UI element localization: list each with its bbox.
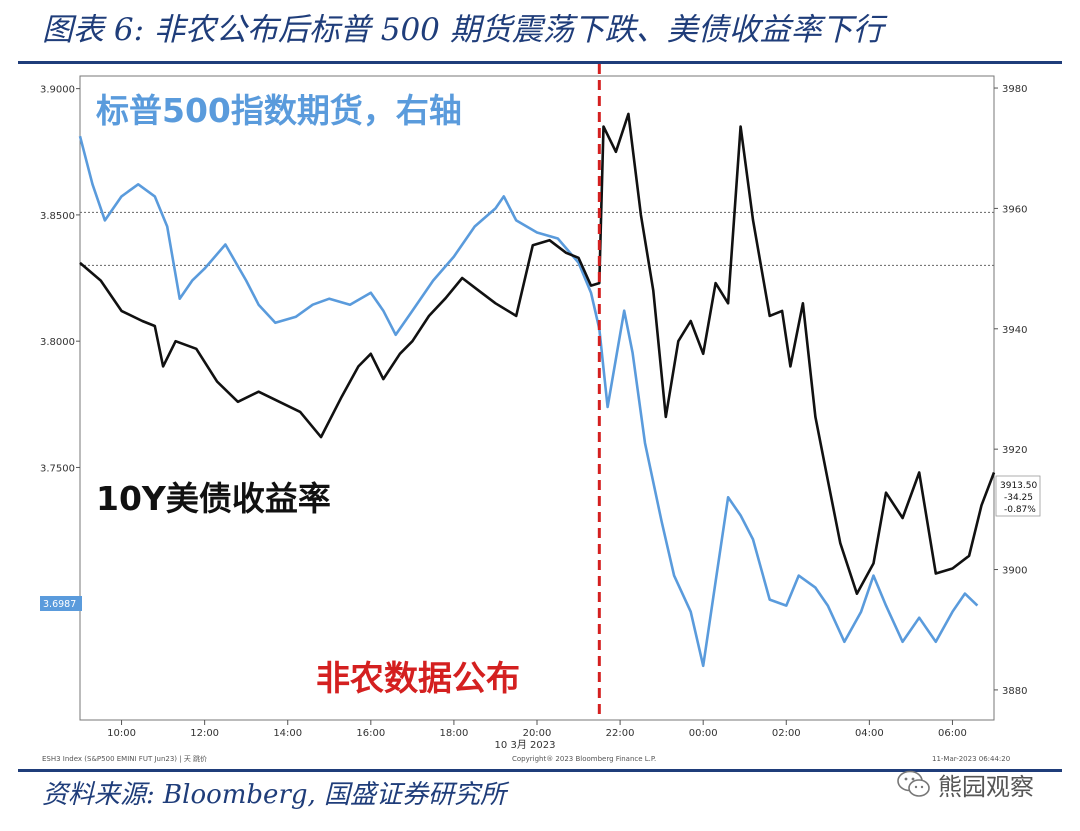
left-last-value-badge <box>40 596 82 611</box>
title-rule <box>18 61 1062 64</box>
wechat-icon <box>897 770 930 797</box>
event-label: 非农数据公布 <box>316 659 520 699</box>
source-rule <box>18 769 1062 772</box>
figure-title: 图表 6: 非农公布后标普 500 期货震荡下跌、美债收益率下行 <box>42 12 884 48</box>
x-tick-label: 00:00 <box>689 728 718 739</box>
right-last-value-badge <box>995 475 1041 517</box>
yield-series-line <box>79 112 996 596</box>
right-last-price: 3913.50 <box>1000 481 1037 491</box>
left-tick-label: 3.9000 <box>40 85 75 96</box>
source-note: 资料来源: Bloomberg, 国盛证券研究所 <box>42 780 507 810</box>
watermark: 熊园观察 <box>896 764 1034 804</box>
right-axis: 3980 3960 3940 3920 3900 3880 <box>994 84 1027 697</box>
x-tick-label: 20:00 <box>523 728 552 739</box>
left-last-value: 3.6987 <box>43 599 76 610</box>
x-axis: 10:00 12:00 14:00 16:00 18:00 20:00 22:00 00:00… <box>107 720 967 751</box>
x-tick-label: 10:00 <box>107 728 136 739</box>
right-tick-label: 3980 <box>1002 84 1027 95</box>
x-tick-label: 14:00 <box>273 728 302 739</box>
right-tick-label: 3880 <box>1002 686 1027 697</box>
reference-lines <box>80 211 994 266</box>
bloomberg-chart: 3.9000 3.8500 3.8000 3.7500 3980 3960 3940 392… <box>40 64 1041 763</box>
left-tick-label: 3.7500 <box>40 463 75 474</box>
plot-frame <box>79 75 995 721</box>
right-tick-label: 3960 <box>1002 204 1027 215</box>
x-tick-label: 12:00 <box>190 728 219 739</box>
footer-center: Copyright® 2023 Bloomberg Finance L.P. <box>512 755 656 763</box>
x-tick-label: 18:00 <box>439 728 468 739</box>
x-tick-label: 02:00 <box>772 728 801 739</box>
right-tick-label: 3900 <box>1002 566 1027 577</box>
series-layer <box>78 112 996 668</box>
left-axis: 3.9000 3.8500 3.8000 3.7500 <box>40 85 80 474</box>
spx-series-line <box>78 135 979 668</box>
right-last-pct: -0.87% <box>1004 505 1036 515</box>
footer-right: 11-Mar-2023 06:44:20 <box>932 755 1010 763</box>
x-date-label: 10 3月 2023 <box>495 739 556 751</box>
left-tick-label: 3.8000 <box>40 337 75 348</box>
x-tick-label: 04:00 <box>855 728 884 739</box>
right-last-change: -34.25 <box>1004 493 1033 503</box>
x-tick-label: 06:00 <box>938 728 967 739</box>
x-tick-label: 22:00 <box>606 728 635 739</box>
yield-series-label: 10Y美债收益率 <box>96 479 331 518</box>
right-tick-label: 3920 <box>1002 445 1027 456</box>
x-tick-label: 16:00 <box>356 728 385 739</box>
footer-left: ESH3 Index (S&P500 EMINI FUT Jun23) | 天 … <box>42 754 207 763</box>
spx-series-label: 标普500指数期货，右轴 <box>96 91 462 130</box>
right-tick-label: 3940 <box>1002 325 1027 336</box>
left-tick-label: 3.8500 <box>40 211 75 222</box>
watermark-text: 熊园观察 <box>938 772 1034 801</box>
